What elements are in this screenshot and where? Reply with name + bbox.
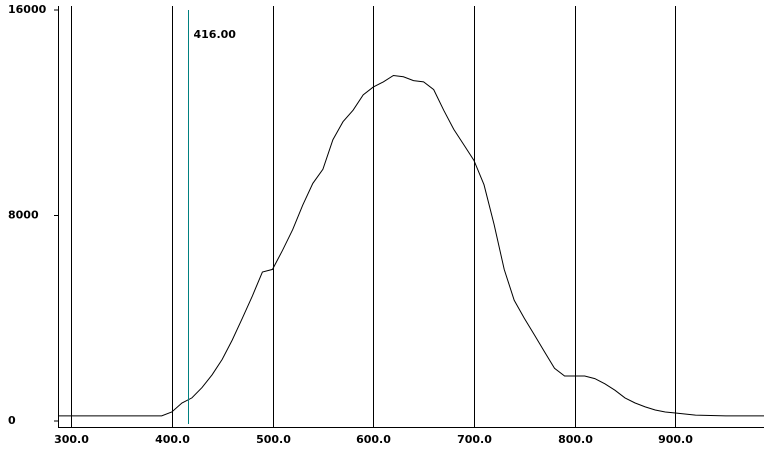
y-tick-label: 16000	[8, 3, 47, 16]
cursor-label: 416.00	[194, 28, 237, 41]
x-tick-label: 800.0	[558, 433, 593, 446]
x-tick-label: 300.0	[54, 433, 89, 446]
x-tick-label: 500.0	[256, 433, 291, 446]
y-tick-label: 8000	[8, 209, 39, 222]
x-tick-label: 700.0	[457, 433, 492, 446]
y-tick-label: 0	[8, 414, 16, 427]
spectrum-line	[58, 74, 764, 417]
x-tick-label: 600.0	[356, 433, 391, 446]
x-tick-label: 400.0	[155, 433, 190, 446]
x-tick-label: 900.0	[658, 433, 693, 446]
